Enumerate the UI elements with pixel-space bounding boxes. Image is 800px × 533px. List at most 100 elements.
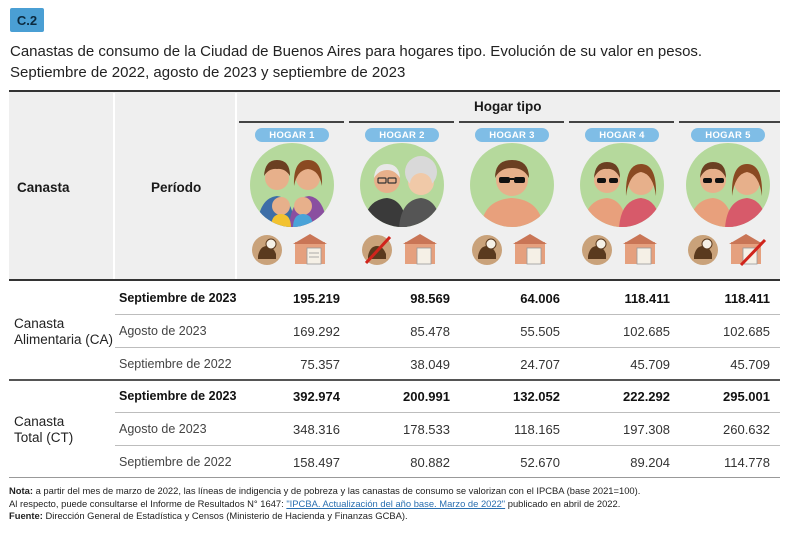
consumption-table: Canasta Período Hogar tipo HOGAR 1 xyxy=(9,90,781,478)
header-separator xyxy=(113,93,115,279)
group-label-line: Canasta xyxy=(14,414,65,429)
group-label-line: Total (CT) xyxy=(14,430,74,445)
single-adult-icon xyxy=(470,143,554,227)
hogar-2-header: HOGAR 2 xyxy=(351,128,455,276)
cell-hogar-5: 114.778 xyxy=(723,454,770,470)
nota-text: a partir del mes de marzo de 2022, las l… xyxy=(35,485,641,496)
cell-hogar-4: 102.685 xyxy=(623,323,670,339)
cell-hogar-3: 64.006 xyxy=(520,290,560,306)
title-line-1: Canastas de consumo de la Ciudad de Buen… xyxy=(10,43,703,60)
hogar-5-header: HOGAR 5 xyxy=(677,128,781,276)
table-row: Septiembre de 2023 195.219 98.569 64.006… xyxy=(9,282,780,314)
nota-label: Nota: xyxy=(9,485,33,496)
cell-hogar-4: 197.308 xyxy=(623,421,670,437)
cell-hogar-5: 118.411 xyxy=(724,290,770,306)
cell-hogar-3: 55.505 xyxy=(520,323,560,339)
note-line-2-post: publicado en abril de 2022. xyxy=(505,497,621,509)
fuente-text: Dirección General de Estadística y Censo… xyxy=(45,510,408,521)
cell-hogar-3: 24.707 xyxy=(520,356,560,372)
hogar-2-pill: HOGAR 2 xyxy=(365,128,439,142)
cell-hogar-2: 98.569 xyxy=(410,290,450,306)
cell-hogar-4: 222.292 xyxy=(623,388,670,404)
family-of-four-icon xyxy=(250,143,334,227)
hogar-1-condition-icons xyxy=(252,234,327,265)
row-period: Septiembre de 2023 xyxy=(119,389,237,403)
table-row: Agosto de 2023 348.316 178.533 118.165 1… xyxy=(9,413,780,445)
cell-hogar-5: 102.685 xyxy=(723,323,770,339)
chart-number-badge: C.2 xyxy=(10,8,44,32)
hogar-4-header: HOGAR 4 xyxy=(571,128,675,276)
cell-hogar-5: 45.709 xyxy=(730,356,770,372)
cell-hogar-5: 295.001 xyxy=(723,388,770,404)
title-line-2: Septiembre de 2022, agosto de 2023 y sep… xyxy=(10,64,406,81)
note-line-2: Al respecto, puede consultarse el Inform… xyxy=(9,498,789,511)
row-period: Septiembre de 2022 xyxy=(119,357,232,371)
table-row: Septiembre de 2023 392.974 200.991 132.0… xyxy=(9,380,780,412)
cell-hogar-2: 38.049 xyxy=(410,356,450,372)
page-title: Canastas de consumo de la Ciudad de Buen… xyxy=(10,41,770,83)
fuente-label: Fuente: xyxy=(9,510,43,521)
header-bottom-rule xyxy=(9,279,780,281)
hogar-3-pill: HOGAR 3 xyxy=(475,128,549,142)
table-bottom-rule xyxy=(9,477,780,478)
hogar-underline xyxy=(679,121,780,123)
source-line: Fuente: Dirección General de Estadística… xyxy=(9,510,789,523)
footnotes: Nota: a partir del mes de marzo de 2022,… xyxy=(9,485,789,523)
hogar-2-condition-icons xyxy=(362,234,437,265)
cell-hogar-1: 392.974 xyxy=(293,388,340,404)
cell-hogar-2: 85.478 xyxy=(410,323,450,339)
group-label-ca: Canasta Alimentaria (CA) xyxy=(14,316,113,348)
header-separator xyxy=(235,93,237,279)
hogar-5-condition-icons xyxy=(688,234,767,267)
hogar-1-pill: HOGAR 1 xyxy=(255,128,329,142)
adult-couple-icon xyxy=(580,143,664,227)
row-period: Septiembre de 2023 xyxy=(119,291,237,305)
hogar-1-header: HOGAR 1 xyxy=(241,128,345,276)
hogar-4-condition-icons xyxy=(582,234,657,265)
row-period: Agosto de 2023 xyxy=(119,422,207,436)
report-link[interactable]: "IPCBA. Actualización del año base. Marz… xyxy=(286,497,506,509)
cell-hogar-2: 178.533 xyxy=(403,421,450,437)
elderly-couple-icon xyxy=(360,143,444,227)
row-period: Septiembre de 2022 xyxy=(119,455,232,469)
cell-hogar-2: 200.991 xyxy=(403,388,450,404)
note-line-1: Nota: a partir del mes de marzo de 2022,… xyxy=(9,485,789,498)
hogar-3-header: HOGAR 3 xyxy=(461,128,565,276)
table-row: Septiembre de 2022 158.497 80.882 52.670… xyxy=(9,446,780,478)
cell-hogar-5: 260.632 xyxy=(723,421,770,437)
hogar-5-pill: HOGAR 5 xyxy=(691,128,765,142)
row-divider xyxy=(115,314,780,315)
cell-hogar-4: 89.204 xyxy=(630,454,670,470)
column-header-hogar-tipo: Hogar tipo xyxy=(474,99,542,114)
hogar-underline xyxy=(349,121,454,123)
group-label-line: Canasta xyxy=(14,316,65,331)
cell-hogar-1: 169.292 xyxy=(293,323,340,339)
column-header-canasta: Canasta xyxy=(17,180,70,195)
cell-hogar-3: 52.670 xyxy=(520,454,560,470)
row-period: Agosto de 2023 xyxy=(119,324,207,338)
header-top-rule xyxy=(9,90,780,92)
cell-hogar-4: 118.411 xyxy=(624,290,670,306)
hogar-3-condition-icons xyxy=(472,234,547,265)
hogar-underline xyxy=(459,121,564,123)
row-divider xyxy=(115,347,780,348)
column-header-periodo: Período xyxy=(151,180,202,195)
cell-hogar-1: 158.497 xyxy=(293,454,340,470)
table-row: Agosto de 2023 169.292 85.478 55.505 102… xyxy=(9,315,780,347)
group-label-ct: Canasta Total (CT) xyxy=(14,414,73,446)
cell-hogar-3: 132.052 xyxy=(513,388,560,404)
cell-hogar-1: 75.357 xyxy=(300,356,340,372)
cell-hogar-3: 118.165 xyxy=(513,421,560,437)
cell-hogar-1: 348.316 xyxy=(293,421,340,437)
cell-hogar-2: 80.882 xyxy=(410,454,450,470)
group-label-line: Alimentaria (CA) xyxy=(14,332,114,347)
hogar-4-pill: HOGAR 4 xyxy=(585,128,659,142)
cell-hogar-1: 195.219 xyxy=(293,290,340,306)
group-divider xyxy=(9,379,780,381)
note-line-2-pre: Al respecto, puede consultarse el Inform… xyxy=(9,497,287,509)
cell-hogar-4: 45.709 xyxy=(630,356,670,372)
hogar-underline xyxy=(569,121,674,123)
hogar-underline xyxy=(239,121,344,123)
adult-couple-renting-icon xyxy=(686,143,770,227)
table-row: Septiembre de 2022 75.357 38.049 24.707 … xyxy=(9,348,780,380)
